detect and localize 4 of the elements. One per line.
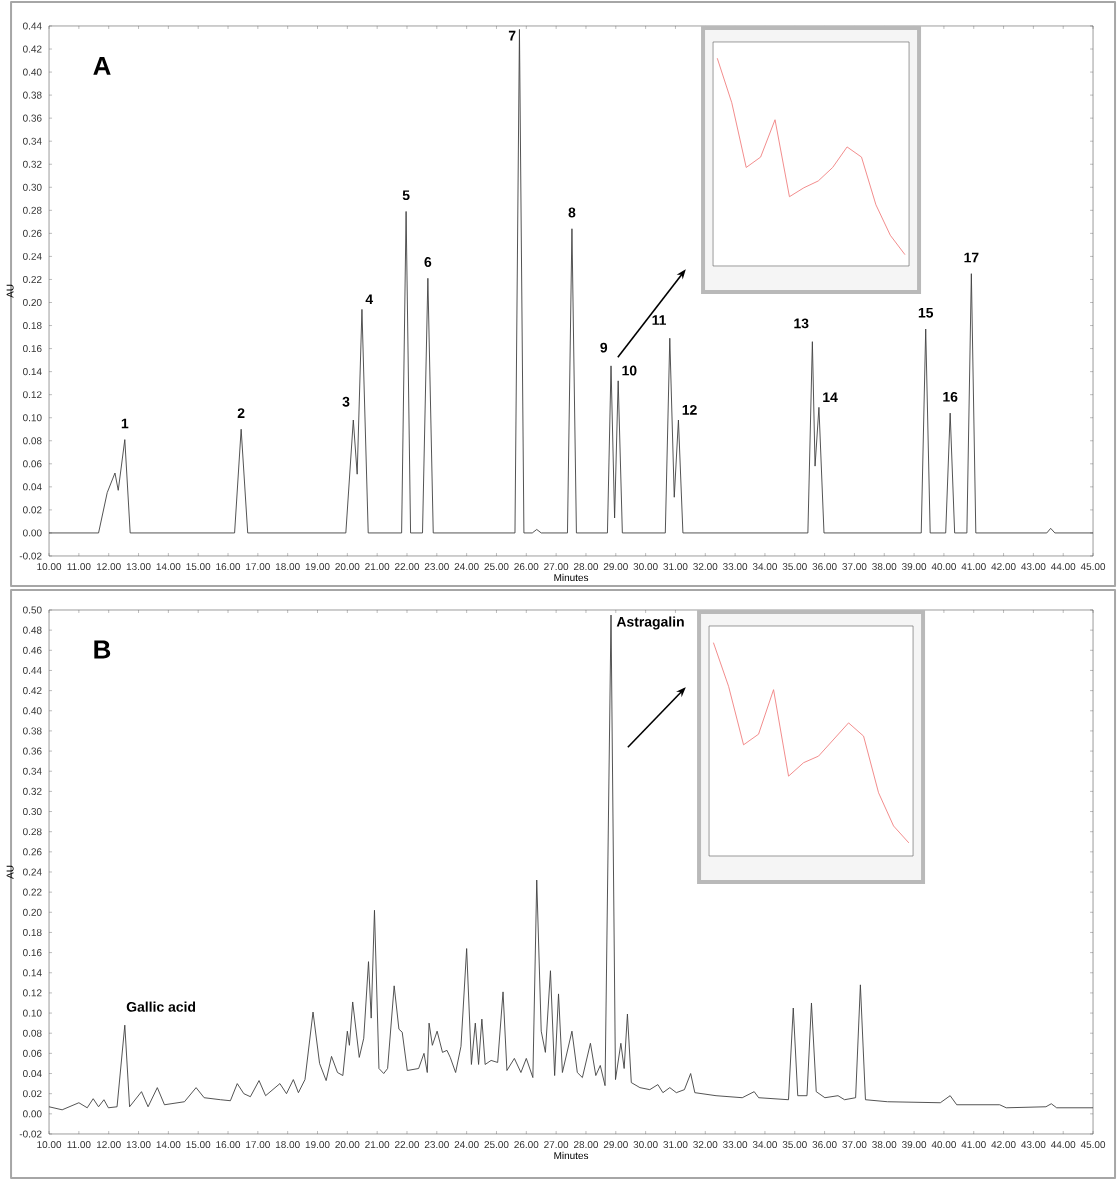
text: B <box>94 640 111 659</box>
line-series <box>49 614 1094 1111</box>
text: A <box>93 56 112 75</box>
line-series <box>49 28 1094 534</box>
